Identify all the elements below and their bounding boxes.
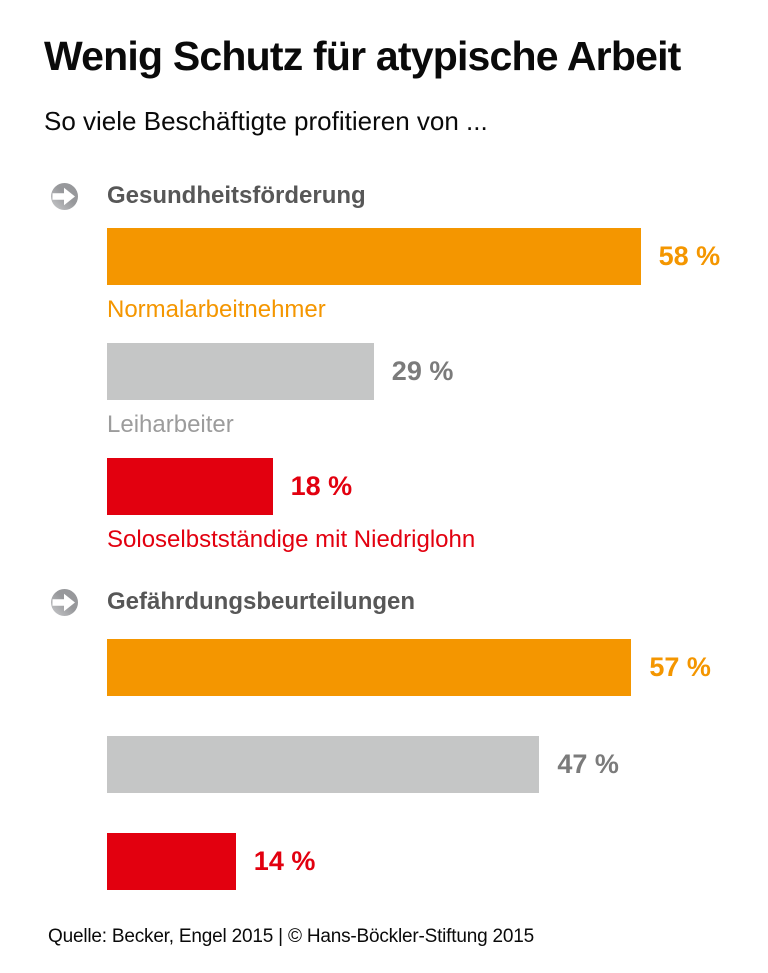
- arrow-circle-icon: [51, 588, 78, 616]
- page-subtitle: So viele Beschäftigte profitieren von ..…: [44, 106, 488, 136]
- bar: [107, 228, 641, 285]
- bar: [107, 736, 540, 793]
- bar-row: 18 % Soloselbstständige mit Niedriglohn: [107, 458, 768, 553]
- group-header: Gesundheitsförderung: [44, 181, 768, 211]
- bar-group: 58 % Normalarbeitnehmer 29 % Leiharbeiter 18…: [107, 228, 768, 553]
- bar-row: 47 %: [107, 736, 768, 793]
- bar: [107, 458, 273, 515]
- bar: [107, 639, 632, 696]
- category-label: Soloselbstständige mit Niedriglohn: [107, 526, 476, 553]
- source-line: Quelle: Becker, Engel 2015 | © Hans-Böck…: [48, 926, 534, 947]
- bar-row: 57 %: [107, 639, 768, 696]
- value-label: 58 %: [658, 241, 721, 271]
- category-label: Normalarbeitnehmer: [107, 296, 326, 323]
- bar: [107, 833, 236, 890]
- value-label: 47 %: [557, 749, 619, 779]
- group-heading: Gefährdungsbeurteilungen: [107, 588, 416, 615]
- value-label: 14 %: [253, 846, 316, 876]
- page-title: Wenig Schutz für atypische Arbeit: [44, 33, 681, 79]
- arrow-circle-icon: [51, 182, 78, 210]
- bar-row: 58 % Normalarbeitnehmer: [107, 228, 768, 323]
- value-label: 18 %: [290, 471, 353, 501]
- group-heading: Gesundheitsförderung: [107, 182, 366, 209]
- infographic: Wenig Schutz für atypische Arbeit So vie…: [44, 33, 768, 947]
- bar-row: 14 %: [107, 833, 768, 890]
- value-label: 29 %: [391, 356, 454, 386]
- value-label: 57 %: [649, 652, 711, 682]
- bar-row: 29 % Leiharbeiter: [107, 343, 768, 438]
- bar-chart: Gesundheitsförderung 58 % Normalarbeitnehm…: [44, 181, 768, 890]
- bar-group: 57 % 47 % 14 %: [107, 639, 768, 890]
- bar: [107, 343, 374, 400]
- group-header: Gefährdungsbeurteilungen: [44, 587, 768, 617]
- category-label: Leiharbeiter: [107, 411, 234, 438]
